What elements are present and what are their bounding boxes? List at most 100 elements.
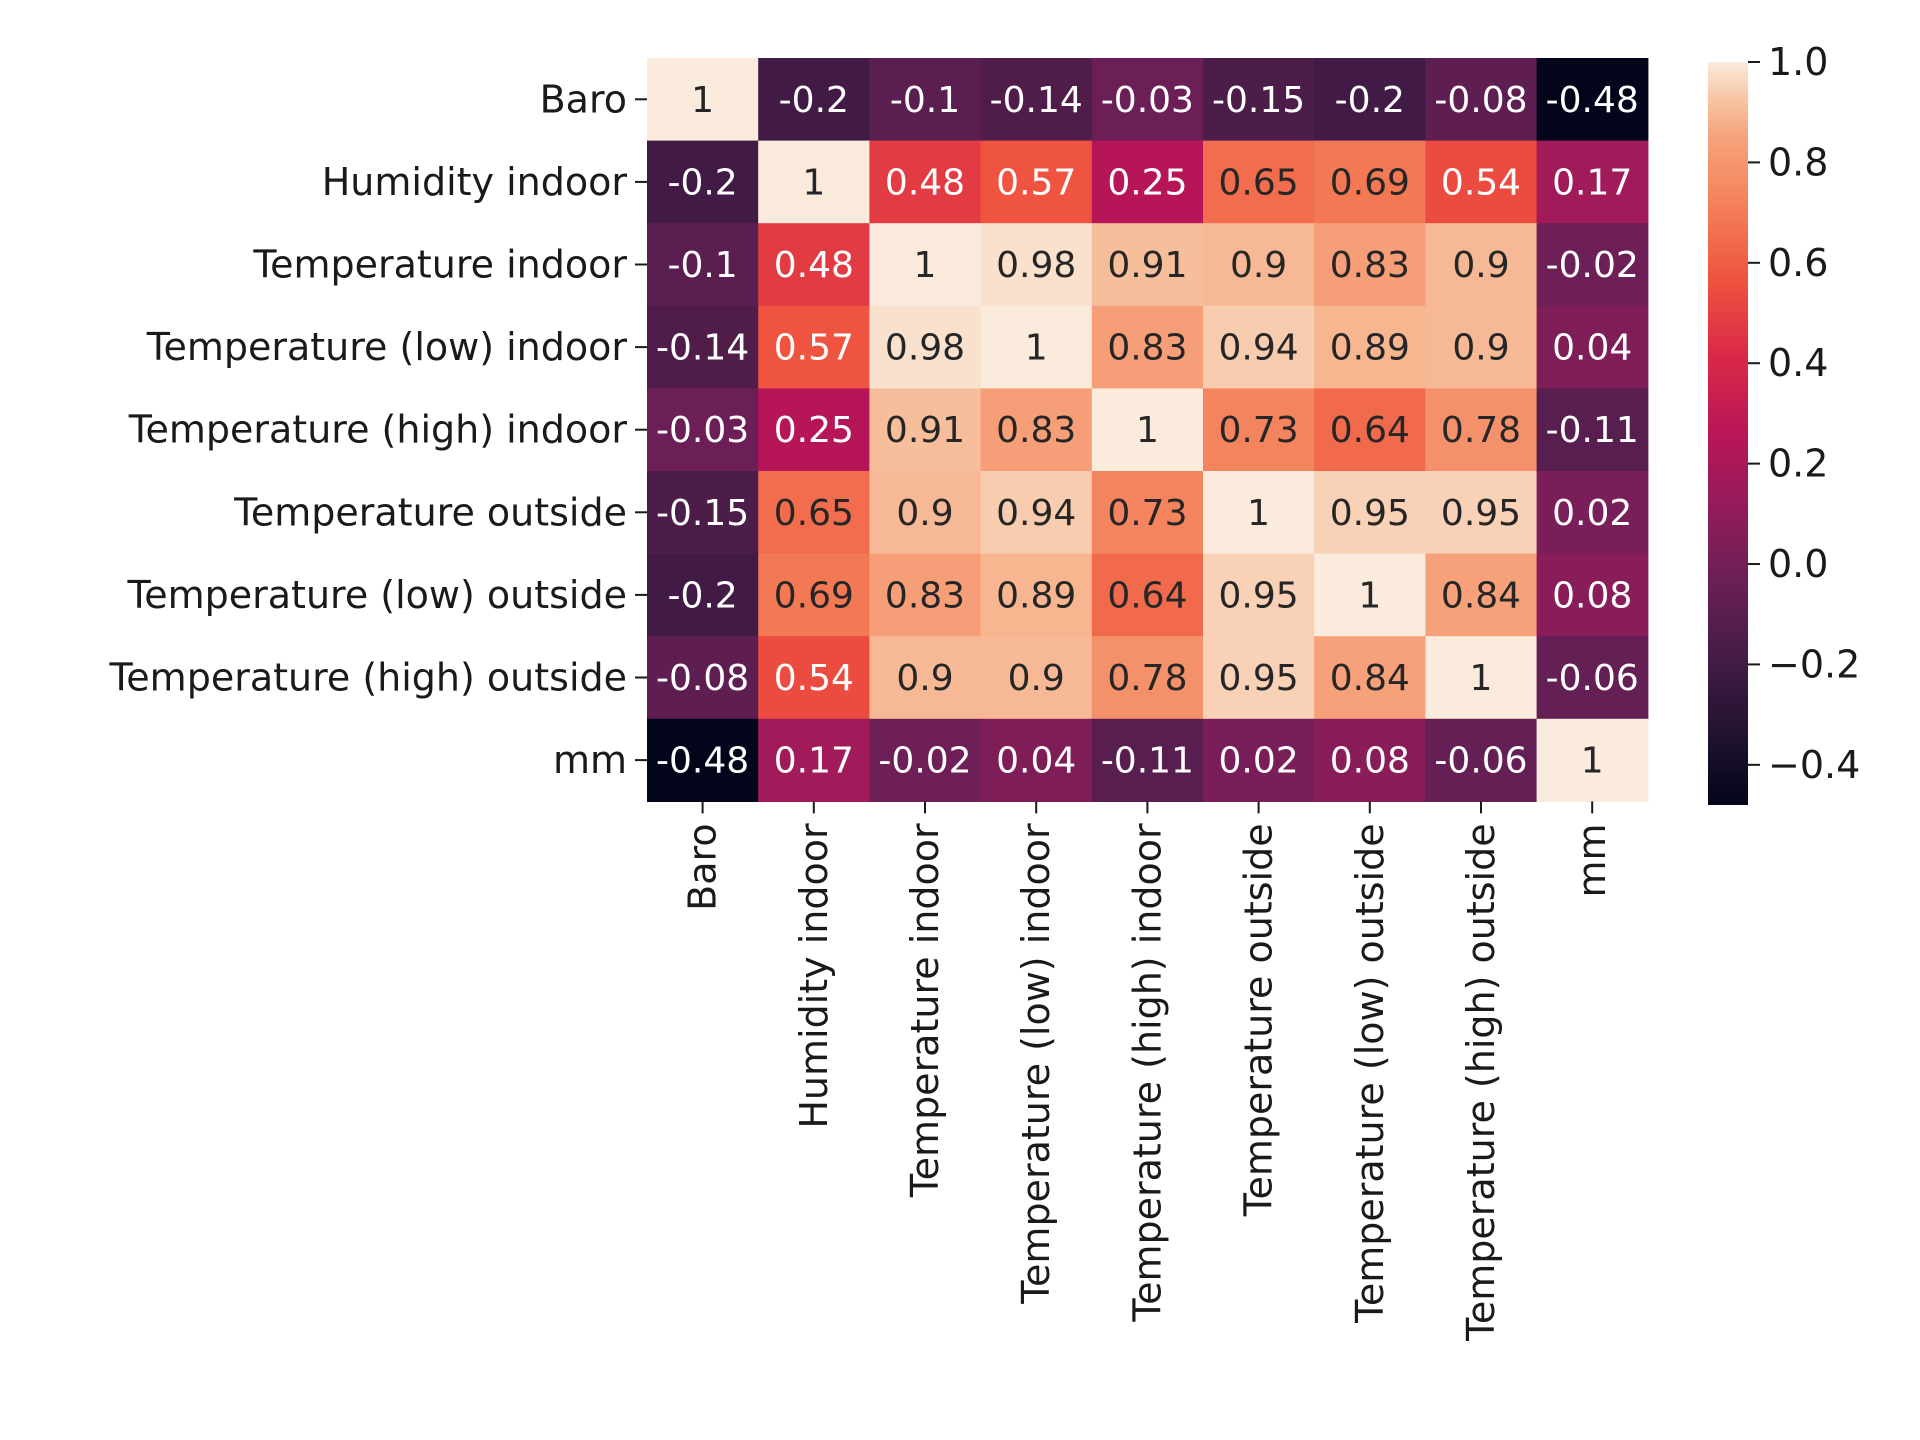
heatmap-cell bbox=[869, 718, 982, 802]
heatmap-cell bbox=[980, 140, 1093, 224]
cell-annotation: -0.2 bbox=[667, 575, 737, 616]
cell-annotation: 1 bbox=[1358, 575, 1381, 616]
heatmap-cell bbox=[1536, 305, 1649, 389]
heatmap-cell bbox=[1203, 553, 1315, 637]
heatmap-cell bbox=[1203, 223, 1315, 307]
cell-annotation: -0.02 bbox=[1546, 245, 1639, 286]
col-label: Temperature (low) indoor bbox=[1014, 823, 1058, 1305]
heatmap-cell bbox=[1091, 140, 1204, 224]
heatmap-cell bbox=[758, 718, 870, 802]
heatmap-cell bbox=[869, 636, 982, 720]
cell-annotation: 1 bbox=[691, 80, 714, 121]
cell-annotation: -0.14 bbox=[990, 80, 1083, 121]
cell-annotation: 0.84 bbox=[1441, 575, 1521, 616]
row-label: Temperature outside bbox=[233, 490, 627, 534]
row-label: mm bbox=[553, 738, 627, 782]
row-label: Temperature (low) indoor bbox=[146, 325, 628, 369]
heatmap-cell bbox=[1091, 58, 1204, 142]
row-label: Baro bbox=[540, 77, 627, 121]
heatmap-cell bbox=[1536, 553, 1649, 637]
heatmap-cell bbox=[1203, 140, 1315, 224]
cell-annotation: -0.2 bbox=[779, 80, 849, 121]
heatmap-cells bbox=[647, 58, 1649, 802]
cell-annotation: 0.57 bbox=[774, 328, 854, 369]
cell-annotation: -0.02 bbox=[878, 741, 971, 782]
cell-annotation: 0.95 bbox=[1219, 658, 1299, 699]
cell-annotation: 0.94 bbox=[1219, 328, 1299, 369]
heatmap-cell bbox=[980, 553, 1093, 637]
heatmap-cell bbox=[1425, 140, 1538, 224]
heatmap-cell bbox=[647, 58, 759, 142]
heatmap-cell bbox=[869, 140, 982, 224]
cell-annotation: 0.9 bbox=[1008, 658, 1065, 699]
heatmap-cell bbox=[869, 553, 982, 637]
cell-annotation: 0.78 bbox=[1107, 658, 1187, 699]
col-label: Temperature indoor bbox=[903, 823, 947, 1198]
heatmap-cell bbox=[1314, 140, 1426, 224]
heatmap-cell bbox=[1091, 388, 1204, 472]
row-label: Temperature indoor bbox=[252, 243, 627, 287]
colorbar-tick-label: 0.2 bbox=[1768, 442, 1828, 486]
heatmap-cell bbox=[1425, 58, 1538, 142]
heatmap-cell bbox=[1091, 305, 1204, 389]
cell-annotation: 0.17 bbox=[774, 741, 854, 782]
cell-annotation: -0.15 bbox=[1212, 80, 1305, 121]
cell-annotation: -0.1 bbox=[667, 245, 737, 286]
cell-annotation: 0.91 bbox=[1107, 245, 1187, 286]
col-label: Baro bbox=[681, 823, 725, 910]
heatmap-cell bbox=[980, 58, 1093, 142]
cell-annotation: 0.89 bbox=[996, 575, 1076, 616]
cell-annotation: -0.48 bbox=[1546, 80, 1639, 121]
cell-annotation: 0.64 bbox=[1107, 575, 1187, 616]
cell-annotation: 0.98 bbox=[885, 328, 965, 369]
cell-annotation: 1 bbox=[914, 245, 937, 286]
cell-annotation: -0.11 bbox=[1546, 410, 1639, 451]
cell-annotation: -0.06 bbox=[1434, 741, 1527, 782]
cell-annotation: 0.78 bbox=[1441, 410, 1521, 451]
cell-annotation: 1 bbox=[1247, 493, 1270, 534]
heatmap-cell bbox=[1536, 636, 1649, 720]
cell-annotation: 0.64 bbox=[1330, 410, 1410, 451]
heatmap-cell bbox=[1091, 718, 1204, 802]
heatmap-cell bbox=[869, 223, 982, 307]
cell-annotation: 0.83 bbox=[1330, 245, 1410, 286]
heatmap-annotations: 1 -0.2 -0.1 -0.14 -0.03 -0.15 -0.2 -0.08 -0.48 -0… bbox=[656, 80, 1639, 782]
heatmap-cell bbox=[1314, 553, 1426, 637]
heatmap-cell bbox=[980, 636, 1093, 720]
cell-annotation: 0.9 bbox=[1230, 245, 1287, 286]
row-label: Temperature (low) outside bbox=[127, 573, 628, 617]
cell-annotation: -0.08 bbox=[1434, 80, 1527, 121]
cell-annotation: 0.04 bbox=[996, 741, 1076, 782]
row-label: Temperature (high) indoor bbox=[128, 408, 628, 452]
col-label: Temperature (high) outside bbox=[1459, 823, 1503, 1341]
heatmap-cell bbox=[1536, 140, 1649, 224]
heatmap-cell bbox=[1536, 223, 1649, 307]
cell-annotation: -0.1 bbox=[890, 80, 960, 121]
heatmap-cell bbox=[980, 388, 1093, 472]
cell-annotation: 0.9 bbox=[1452, 245, 1509, 286]
cell-annotation: 0.02 bbox=[1552, 493, 1632, 534]
row-label: Humidity indoor bbox=[322, 160, 628, 204]
heatmap-cell bbox=[1203, 718, 1315, 802]
cell-annotation: 0.83 bbox=[996, 410, 1076, 451]
cell-annotation: 0.83 bbox=[885, 575, 965, 616]
heatmap-cell bbox=[1536, 388, 1649, 472]
cell-annotation: -0.14 bbox=[656, 328, 749, 369]
colorbar-tick-label: −0.2 bbox=[1768, 642, 1860, 686]
heatmap-cell bbox=[758, 305, 870, 389]
cell-annotation: 0.9 bbox=[896, 658, 953, 699]
heatmap-cell bbox=[1203, 388, 1315, 472]
heatmap-cell bbox=[980, 223, 1093, 307]
col-label: Humidity indoor bbox=[792, 823, 836, 1129]
heatmap-cell bbox=[869, 388, 982, 472]
cell-annotation: 1 bbox=[1025, 328, 1048, 369]
heatmap-cell bbox=[647, 553, 759, 637]
heatmap-cell bbox=[758, 140, 870, 224]
col-label: Temperature (high) indoor bbox=[1125, 823, 1169, 1323]
heatmap-cell bbox=[758, 636, 870, 720]
row-label: Temperature (high) outside bbox=[109, 656, 627, 700]
heatmap-cell bbox=[869, 471, 982, 555]
heatmap-cell bbox=[1091, 471, 1204, 555]
heatmap-cell bbox=[1536, 718, 1649, 802]
cell-annotation: -0.15 bbox=[656, 493, 749, 534]
